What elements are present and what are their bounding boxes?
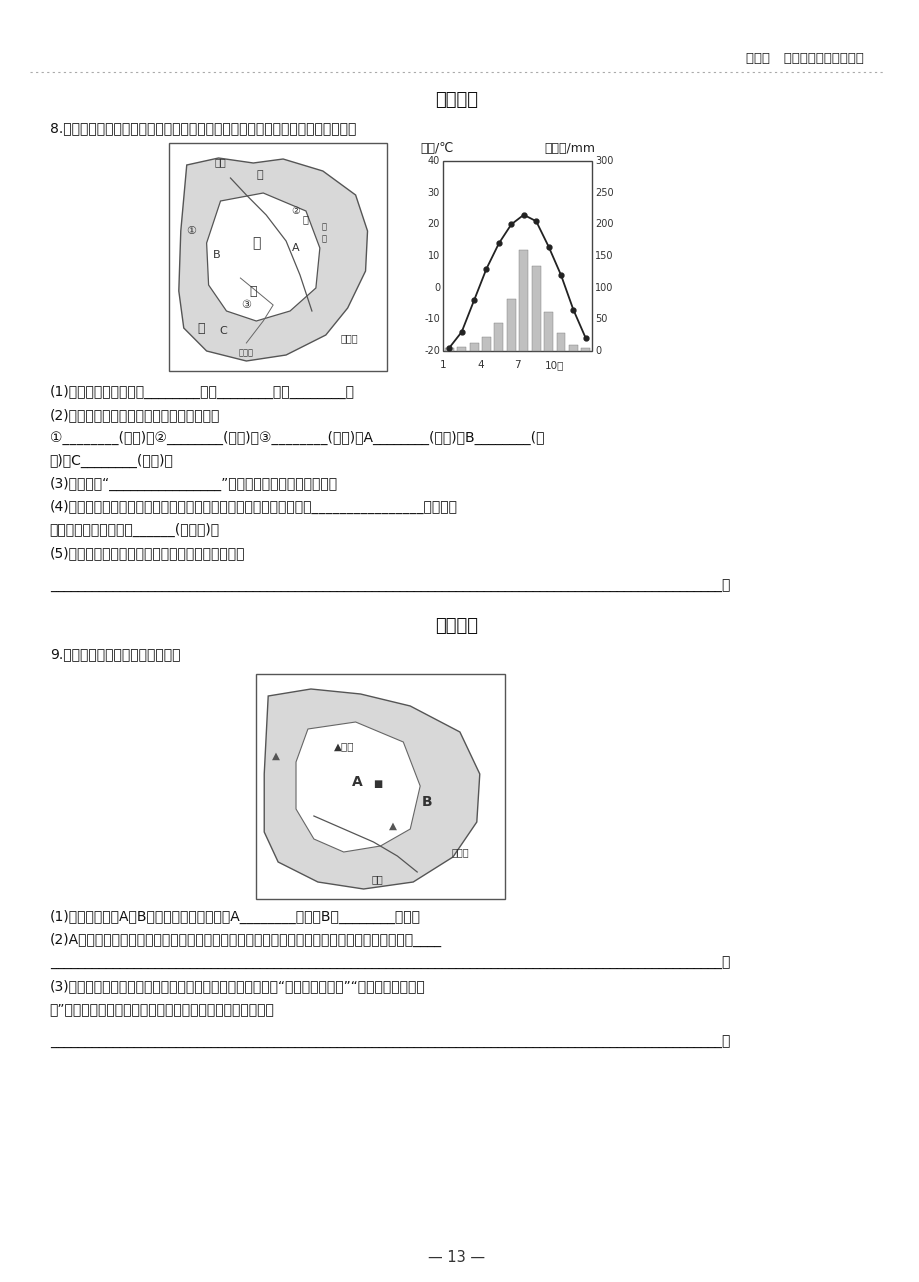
Text: 1: 1	[439, 360, 446, 370]
Text: 4: 4	[476, 360, 483, 370]
Text: (3)东北三省与华北平原都是我国的簮食主产区，据东北三省“人口占全国比重”“簮食产量占全国比: (3)东北三省与华北平原都是我国的簮食主产区，据东北三省“人口占全国比重”“簮食…	[50, 979, 425, 994]
Text: 7: 7	[514, 360, 520, 370]
Text: 鸭绿江: 鸭绿江	[239, 349, 254, 358]
Polygon shape	[296, 722, 420, 853]
Bar	[444, 347, 453, 351]
Text: 里: 里	[321, 235, 326, 244]
Text: A: A	[352, 776, 363, 788]
Bar	[518, 250, 528, 351]
Bar	[457, 346, 466, 351]
Text: B: B	[422, 795, 432, 809]
Text: ②: ②	[291, 206, 301, 215]
Text: ■: ■	[372, 779, 381, 788]
Text: (3)人们常用“________________”来形容东北三省的山河大势。: (3)人们常用“________________”来形容东北三省的山河大势。	[50, 477, 337, 491]
Polygon shape	[264, 688, 480, 888]
Text: (4)从哈尔滨多年平均气温和降水量图可以看出，哈尔滨的气候特征是________________。受气候: (4)从哈尔滨多年平均气温和降水量图可以看出，哈尔滨的气候特征是________…	[50, 500, 457, 514]
Bar	[469, 344, 478, 351]
Text: 200: 200	[595, 219, 613, 229]
Bar	[556, 333, 565, 351]
Text: (2)A地区湿地面积减少，生态环境不断恶化，你认为应该采取哪些措施来改善这里的生态环境？____: (2)A地区湿地面积减少，生态环境不断恶化，你认为应该采取哪些措施来改善这里的生…	[50, 933, 441, 947]
Text: 江: 江	[302, 214, 309, 224]
Bar	[543, 312, 552, 351]
Text: (1)东北三省包括：甲：________，乙________，丙________。: (1)东北三省包括：甲：________，乙________，丙________…	[50, 385, 355, 399]
Bar	[443, 162, 592, 351]
Text: 第六章   认识区域：位置与分布: 第六章 认识区域：位置与分布	[745, 51, 863, 64]
Text: 50: 50	[595, 314, 607, 324]
Text: 原)，C________(平原)。: 原)，C________(平原)。	[50, 454, 174, 468]
Text: 日本海: 日本海	[340, 333, 358, 344]
Text: 8.读「东北三省轮廓图」和「哈尔滨多年平均气温和降水量图」，完成以下问题。: 8.读「东北三省轮廓图」和「哈尔滨多年平均气温和降水量图」，完成以下问题。	[50, 121, 356, 135]
Text: 甲: 甲	[252, 236, 260, 250]
Text: 日本海: 日本海	[450, 847, 468, 856]
Text: 乙: 乙	[249, 285, 256, 297]
Bar	[506, 299, 516, 351]
Text: ▲大庆: ▲大庆	[334, 741, 354, 751]
Text: ▲: ▲	[389, 820, 397, 831]
Text: 漠河: 漠河	[214, 156, 226, 167]
Text: -20: -20	[424, 346, 439, 356]
Bar	[581, 347, 590, 351]
Text: 发散思维: 发散思维	[435, 617, 478, 635]
Text: A: A	[292, 244, 300, 253]
Text: 150: 150	[595, 251, 613, 262]
Text: (5)简要分析该地区发展农业生产的有利自然条件。: (5)简要分析该地区发展农业生产的有利自然条件。	[50, 546, 244, 560]
Text: 苏: 苏	[321, 223, 326, 232]
Text: ①________(山脉)，②________(山脉)，③________(山脉)，A________(平原)，B________(平: ①________(山脉)，②________(山脉)，③________(山脉…	[50, 431, 543, 445]
Text: 降水量/mm: 降水量/mm	[544, 141, 595, 155]
Text: 20: 20	[427, 219, 439, 229]
Polygon shape	[207, 194, 320, 320]
Text: 丙: 丙	[197, 322, 204, 335]
Text: 40: 40	[427, 156, 439, 165]
Bar	[169, 144, 387, 370]
Text: 黑: 黑	[256, 171, 263, 179]
Bar	[568, 345, 577, 351]
Text: ________________________________________________________________________________: ________________________________________…	[50, 1035, 730, 1049]
Text: ________________________________________________________________________________: ________________________________________…	[50, 956, 730, 970]
Text: 0: 0	[434, 282, 439, 292]
Text: 9.读「东北地区图」，回答问题。: 9.读「东北地区图」，回答问题。	[50, 647, 180, 662]
Text: 气温/℃: 气温/℃	[420, 141, 453, 155]
Text: 250: 250	[595, 187, 613, 197]
Text: 拓展提升: 拓展提升	[435, 91, 478, 109]
Text: C: C	[220, 326, 227, 336]
Text: B: B	[212, 250, 221, 260]
Bar	[482, 337, 491, 351]
Text: ________________________________________________________________________________: ________________________________________…	[50, 579, 730, 594]
Text: 10月: 10月	[544, 360, 564, 370]
Bar	[531, 265, 540, 351]
Text: (1)写出图中字母A、B代表的地理事物名称：A________平原，B是________山脉。: (1)写出图中字母A、B代表的地理事物名称：A________平原，B是____…	[50, 910, 420, 924]
Text: 10: 10	[427, 251, 439, 262]
Text: (2)写出下列数字和字母所代表的地理事物。: (2)写出下列数字和字母所代表的地理事物。	[50, 408, 220, 422]
Text: 300: 300	[595, 156, 613, 165]
Bar	[256, 674, 504, 899]
Text: ▲: ▲	[272, 751, 280, 762]
Bar	[494, 323, 503, 351]
Text: -10: -10	[424, 314, 439, 324]
Text: ③: ③	[241, 300, 251, 310]
Text: 黄海: 黄海	[371, 874, 383, 885]
Text: 0: 0	[595, 346, 600, 356]
Text: 影响，图中河流结冰期______(长、短)。: 影响，图中河流结冰期______(长、短)。	[50, 523, 220, 537]
Text: 重”分析，为什么东北三省能够成为我国最大的商品粮基地？: 重”分析，为什么东北三省能够成为我国最大的商品粮基地？	[50, 1003, 274, 1017]
Polygon shape	[178, 158, 367, 362]
Text: 30: 30	[427, 187, 439, 197]
Text: — 13 —: — 13 —	[428, 1250, 485, 1265]
Text: 100: 100	[595, 282, 613, 292]
Text: ①: ①	[186, 226, 196, 236]
